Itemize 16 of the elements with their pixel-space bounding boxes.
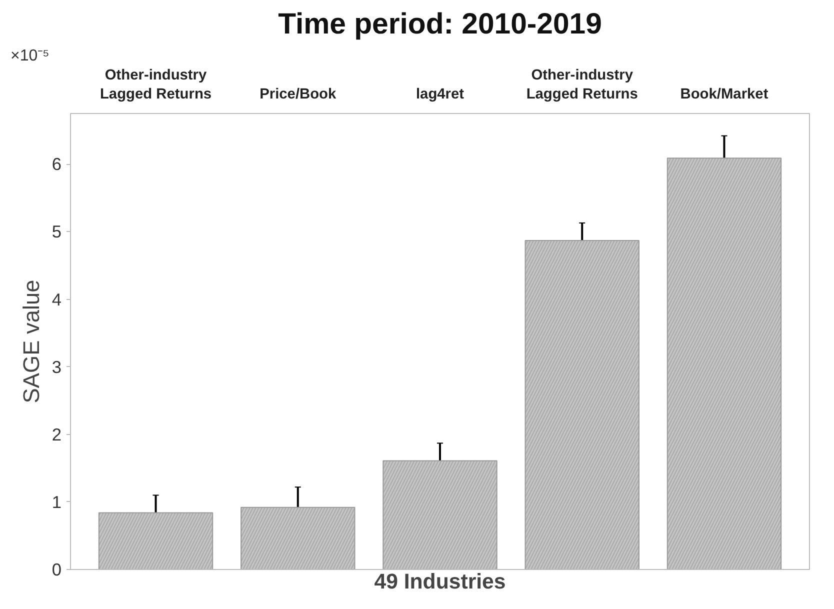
- y-tick-label: 5: [52, 222, 62, 242]
- y-tick-label: 6: [52, 154, 62, 174]
- x-tick-label: Other-industry Lagged Returns: [100, 67, 212, 102]
- x-tick-label: Other-industry Lagged Returns: [526, 67, 638, 102]
- y-tick-label: 1: [52, 492, 62, 512]
- text: ×10⁻⁵: [10, 48, 50, 64]
- chart-title: Time period: 2010-2019: [278, 8, 602, 40]
- x-tick-label: lag4ret: [416, 86, 464, 102]
- x-axis-title: 49 Industries: [374, 570, 506, 594]
- y-tick-label: 3: [52, 356, 62, 377]
- y-axis-title: SAGE value: [18, 280, 44, 404]
- y-tick-label: 2: [52, 424, 62, 444]
- x-tick-label: Book/Market: [680, 86, 768, 102]
- y-tick-label: 0: [52, 560, 62, 580]
- x-tick-label: Price/Book: [260, 86, 338, 102]
- y-tick-label: 4: [52, 289, 62, 310]
